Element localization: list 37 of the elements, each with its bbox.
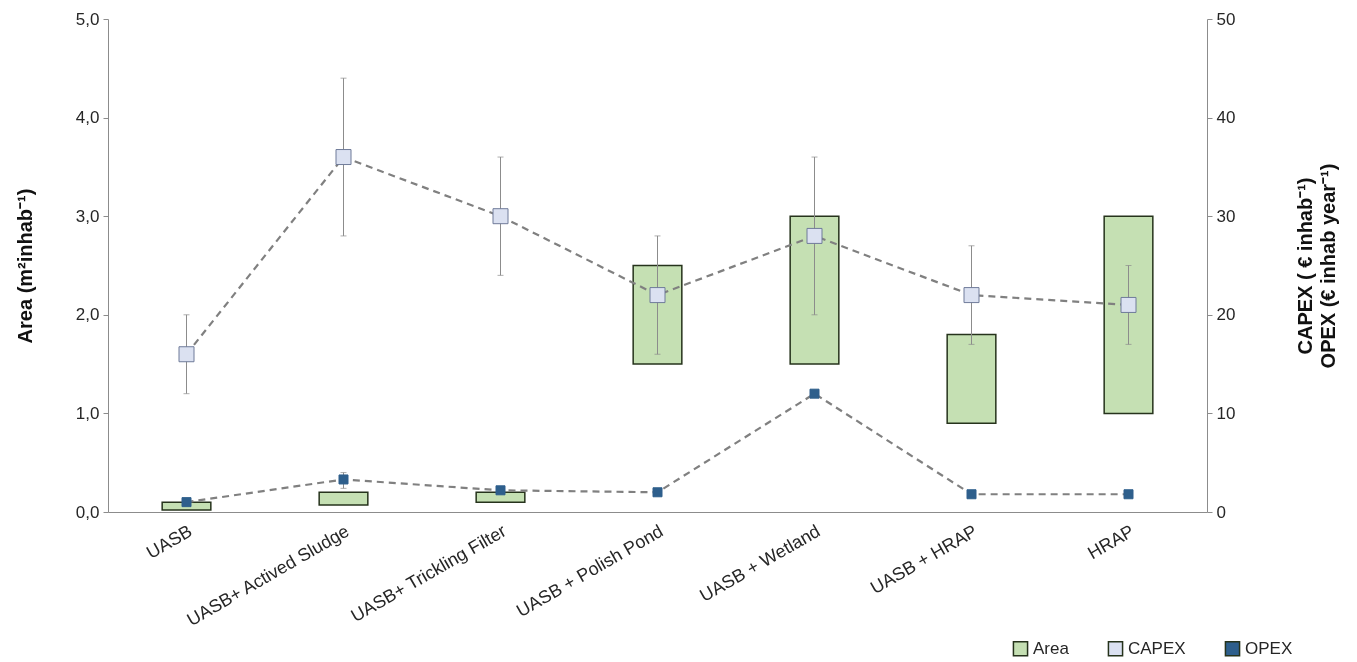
point	[492, 208, 509, 225]
point	[335, 149, 352, 166]
y2-tick-label: 10	[1216, 403, 1236, 423]
point	[806, 227, 823, 244]
point	[1120, 296, 1137, 313]
y-tick-label: 2,0	[75, 305, 100, 325]
bar	[946, 333, 997, 425]
bar	[475, 491, 526, 503]
point	[181, 497, 192, 508]
point	[1123, 489, 1134, 500]
point	[809, 388, 820, 399]
y-tick-label: 0,0	[75, 502, 100, 522]
bar	[632, 264, 683, 365]
legend-label: OPEX	[1245, 638, 1293, 658]
legend-label: Area	[1033, 638, 1070, 658]
point	[966, 489, 977, 500]
point	[495, 485, 506, 496]
bar	[318, 491, 369, 506]
y2-tick-label: 50	[1216, 9, 1236, 29]
y-tick-label: 3,0	[75, 206, 100, 226]
y-tick-label: 5,0	[75, 9, 100, 29]
legend-label: CAPEX	[1128, 638, 1186, 658]
bar	[789, 215, 840, 365]
point	[652, 487, 663, 498]
point	[338, 474, 349, 485]
bar	[1103, 215, 1154, 415]
y-tick-label: 4,0	[75, 108, 100, 128]
y2-tick-label: 0	[1216, 502, 1226, 522]
y-axis-title: Area (m²inhab⁻¹)	[13, 188, 36, 344]
point	[963, 287, 980, 304]
y-tick-label: 1,0	[75, 403, 100, 423]
y2-tick-label: 20	[1216, 305, 1236, 325]
point	[649, 287, 666, 304]
point	[178, 346, 195, 363]
y2-tick-label: 30	[1216, 206, 1236, 226]
y2-tick-label: 40	[1216, 108, 1236, 128]
y2-axis-title: CAPEX ( € inhab⁻¹) OPEX (€ inhab year⁻¹)	[1294, 163, 1340, 369]
